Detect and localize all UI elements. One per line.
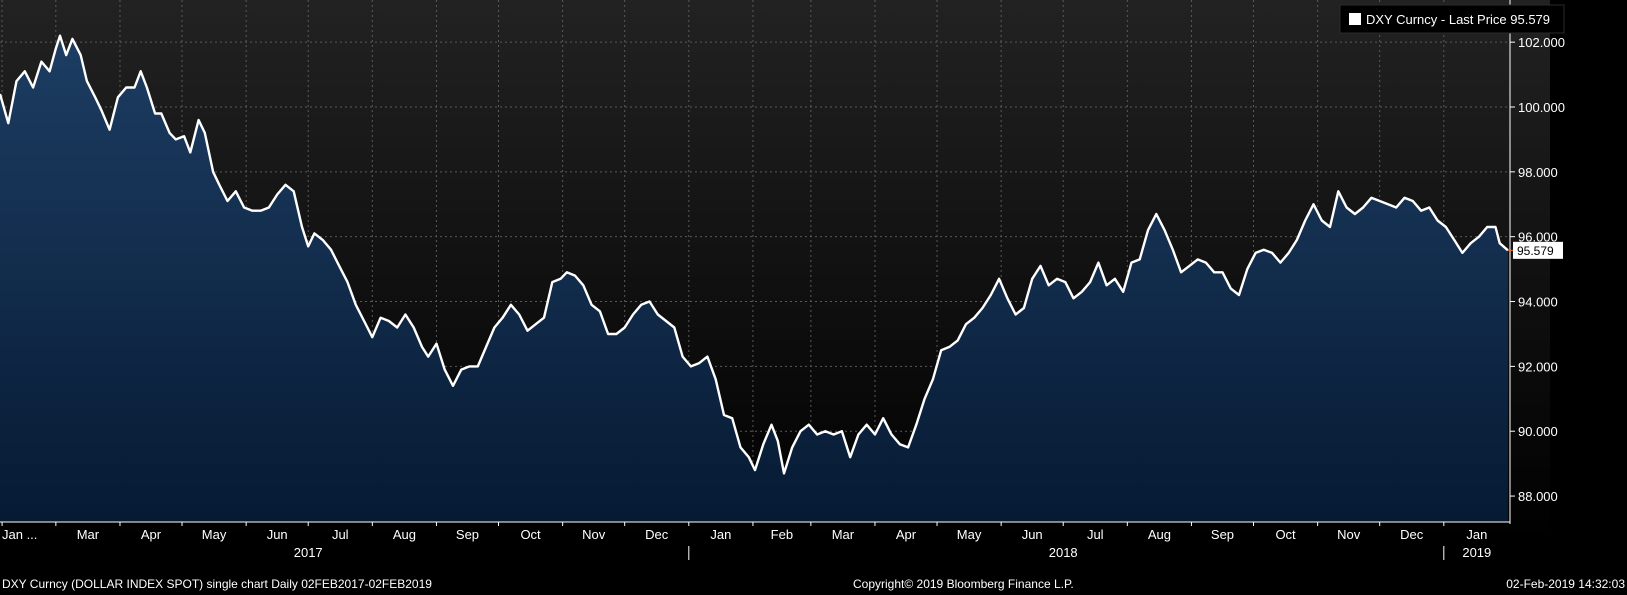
y-axis: 88.000 90.000 92.000 94.000 96.000 98.000 100.… xyxy=(1510,35,1565,504)
x-tick-label-4: Jun xyxy=(267,527,288,542)
y-tick-label-2: 92.000 xyxy=(1518,359,1558,374)
year-label-2: 2019 xyxy=(1462,545,1491,560)
x-tick-label-1: Mar xyxy=(77,527,100,542)
last-value-box xyxy=(1513,241,1563,259)
x-tick-label-16: Jun xyxy=(1022,527,1043,542)
footer-description: DXY Curncy (DOLLAR INDEX SPOT) single ch… xyxy=(2,577,432,591)
x-tick-label-15: May xyxy=(957,527,982,542)
x-axis: Jan ... Mar Apr May Jun Jul Aug Sep Oct Nov Dec Jan… xyxy=(1,522,1491,560)
x-tick-label-7: Sep xyxy=(456,527,479,542)
x-tick-label-3: May xyxy=(202,527,227,542)
x-tick-label-17: Jul xyxy=(1087,527,1104,542)
x-tick-label-11: Jan xyxy=(710,527,731,542)
x-tick-label-8: Oct xyxy=(520,527,541,542)
footer-timestamp: 02-Feb-2019 14:32:03 xyxy=(1506,577,1625,591)
x-tick-label-19: Sep xyxy=(1211,527,1234,542)
year-label-0: 2017 xyxy=(294,545,323,560)
x-tick-label-10: Dec xyxy=(645,527,669,542)
chart-svg: 88.000 90.000 92.000 94.000 96.000 98.000 100.… xyxy=(0,0,1565,560)
legend-box xyxy=(1339,4,1565,34)
y-tick-label-5: 98.000 xyxy=(1518,165,1558,180)
footer-copyright: Copyright© 2019 Bloomberg Finance L.P. xyxy=(853,577,1074,591)
series-line xyxy=(0,34,1509,475)
x-tick-label-23: Jan xyxy=(1466,527,1487,542)
legend-swatch xyxy=(1349,13,1361,25)
y-tick-label-1: 90.000 xyxy=(1518,424,1558,439)
x-tick-label-21: Nov xyxy=(1337,527,1361,542)
x-tick-label-12: Feb xyxy=(771,527,793,542)
x-tick-label-18: Aug xyxy=(1148,527,1171,542)
y-tick-label-6: 100.000 xyxy=(1518,100,1565,115)
y-tick-label-3: 94.000 xyxy=(1518,295,1558,310)
legend-label: DXY Curncy - Last Price 95.579 xyxy=(1366,12,1550,27)
footer: DXY Curncy (DOLLAR INDEX SPOT) single ch… xyxy=(0,574,1627,595)
year-label-1: 2018 xyxy=(1049,545,1078,560)
x-tick-label-2: Apr xyxy=(141,527,162,542)
x-tick-label-6: Aug xyxy=(393,527,416,542)
x-tick-label-0: Jan ... xyxy=(2,527,37,542)
last-value-label: 95.579 xyxy=(1517,244,1554,258)
x-tick-label-14: Apr xyxy=(896,527,917,542)
y-tick-label-4: 96.000 xyxy=(1518,230,1558,245)
x-tick-label-5: Jul xyxy=(332,527,349,542)
legend: DXY Curncy - Last Price 95.579 xyxy=(1339,4,1565,34)
chart: 88.000 90.000 92.000 94.000 96.000 98.000 100.… xyxy=(0,0,1565,560)
x-tick-label-22: Dec xyxy=(1400,527,1424,542)
axes xyxy=(0,0,1511,524)
y-tick-label-7: 102.000 xyxy=(1518,35,1565,50)
y-tick-label-0: 88.000 xyxy=(1518,489,1558,504)
last-value-marker: 95.579 xyxy=(1507,241,1563,259)
x-tick-label-13: Mar xyxy=(832,527,855,542)
x-tick-label-20: Oct xyxy=(1275,527,1296,542)
series-area xyxy=(0,35,1508,522)
x-tick-label-9: Nov xyxy=(582,527,606,542)
